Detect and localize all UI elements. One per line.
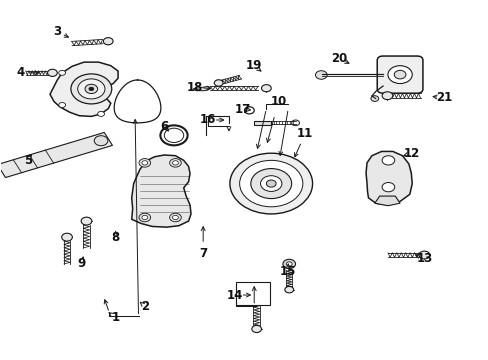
Text: 18: 18 [186,81,203,94]
Text: 14: 14 [226,288,243,302]
Circle shape [98,111,104,116]
Circle shape [381,156,394,165]
Circle shape [139,158,150,167]
Circle shape [261,85,271,92]
Text: 4: 4 [17,66,25,79]
Circle shape [291,120,299,126]
Circle shape [142,215,147,220]
Circle shape [78,79,105,99]
Text: 7: 7 [199,247,207,260]
Circle shape [94,136,108,146]
Text: 5: 5 [24,154,32,167]
Circle shape [47,69,57,76]
Circle shape [214,80,223,86]
Text: 3: 3 [53,25,61,38]
Text: 8: 8 [111,231,120,244]
Circle shape [381,92,392,100]
Polygon shape [50,62,118,116]
Polygon shape [0,132,112,177]
Text: 16: 16 [200,113,216,126]
Polygon shape [193,86,210,91]
Circle shape [103,38,113,45]
Polygon shape [374,196,399,206]
Text: 15: 15 [280,265,296,278]
Text: 20: 20 [330,52,347,65]
Circle shape [283,259,295,269]
Text: 17: 17 [234,103,251,116]
Circle shape [172,161,178,165]
Circle shape [315,71,326,79]
Circle shape [229,153,312,214]
Polygon shape [366,152,411,205]
Text: 9: 9 [77,257,85,270]
Circle shape [59,103,65,108]
Circle shape [393,70,405,79]
Text: 2: 2 [141,300,149,313]
Text: 21: 21 [435,91,451,104]
Circle shape [370,96,378,102]
Circle shape [381,183,394,192]
Text: 11: 11 [297,127,313,140]
Polygon shape [254,121,270,125]
Circle shape [172,215,178,220]
Circle shape [59,70,65,75]
Text: 13: 13 [415,252,432,265]
Circle shape [266,180,276,187]
Circle shape [142,161,147,165]
Circle shape [81,217,92,225]
Circle shape [89,87,94,91]
Text: 6: 6 [160,120,168,133]
Circle shape [85,84,98,94]
Text: 12: 12 [403,147,420,160]
Circle shape [169,158,181,167]
Text: 19: 19 [245,59,262,72]
Circle shape [169,213,181,222]
Polygon shape [131,155,191,227]
Circle shape [61,233,72,241]
Circle shape [250,168,291,199]
Circle shape [286,262,291,266]
Circle shape [260,176,282,192]
Circle shape [239,160,302,207]
Circle shape [139,213,150,222]
Text: 1: 1 [111,311,120,324]
Circle shape [418,251,429,259]
Circle shape [71,74,112,104]
FancyBboxPatch shape [376,56,422,93]
Circle shape [387,66,411,84]
Circle shape [285,287,293,293]
Text: 10: 10 [270,95,286,108]
Circle shape [251,325,261,333]
